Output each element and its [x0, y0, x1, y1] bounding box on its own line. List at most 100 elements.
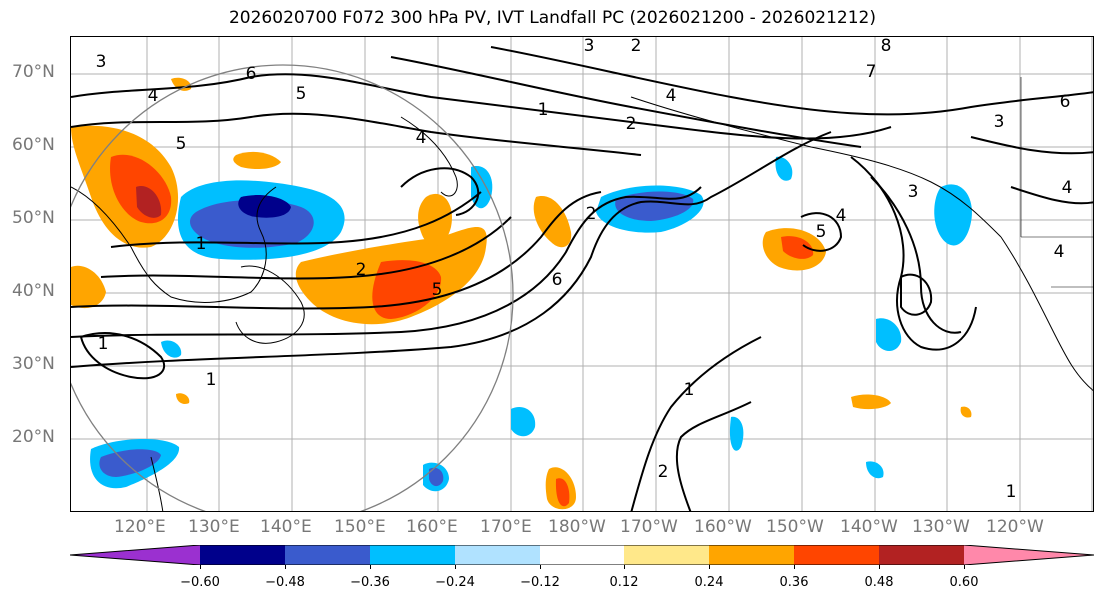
contour-ridge-2: [870, 176, 962, 334]
blue-core-west-pacific: [429, 467, 444, 487]
blue-region-north-pacific: [471, 166, 493, 209]
orange-region-east-small: [851, 394, 891, 410]
colorbar-tick-label: −0.24: [435, 575, 475, 590]
colorbar-segment: [285, 545, 370, 565]
contour-label: 1: [98, 334, 109, 354]
contour-label: 2: [586, 204, 597, 224]
blue-region-kuril: [775, 156, 793, 181]
red-region-south-pacific: [555, 478, 570, 507]
darkred-core-siberia: [136, 186, 162, 218]
contour-label: 4: [836, 206, 847, 226]
colorbar-segment: [70, 545, 200, 565]
red-region-gulf: [781, 236, 814, 259]
contour-label: 4: [666, 86, 677, 106]
contour-label: 2: [626, 114, 637, 134]
coast-asia: [71, 186, 277, 303]
colorbar-segment: [200, 545, 285, 565]
lat-label: 60°N: [12, 135, 55, 155]
contour-label: 5: [296, 84, 307, 104]
blue-region-east-small: [866, 461, 884, 479]
colorbar-tick-label: −0.60: [180, 575, 220, 590]
contour-low-west: [80, 332, 166, 380]
orange-region-east-tiny: [960, 406, 972, 418]
lon-label: 180°W: [548, 517, 606, 537]
radius-circle: [71, 64, 514, 511]
blue-region-ca: [876, 318, 902, 352]
orange-region-west-edge: [71, 265, 106, 309]
lon-label: 170°W: [620, 517, 678, 537]
contour-label: 6: [1060, 92, 1071, 112]
contour-north-3: [390, 56, 862, 148]
lat-label: 40°N: [12, 281, 55, 301]
colorbar-tick-label: −0.48: [265, 575, 305, 590]
contour-north-2: [71, 112, 642, 156]
colorbar-tick-label: −0.12: [520, 575, 560, 590]
contour-labels: 3 2 3 8 6 7 4 5 1 2 4 6 3 5 4 1 2 5 6 4: [96, 37, 1073, 502]
contour-ridge: [850, 156, 977, 351]
contour-label: 3: [96, 52, 107, 72]
coast-japan: [235, 265, 305, 344]
contour-label: 3: [994, 112, 1005, 132]
contour-north-1: [71, 73, 892, 140]
contour-label: 7: [866, 62, 877, 82]
contour-label: 1: [538, 100, 549, 120]
colorbar-tick-label: 0.48: [864, 575, 894, 590]
red-region-main-jet: [372, 260, 442, 319]
contour-east-1: [970, 136, 1093, 155]
blue-region-hawaii: [729, 416, 744, 451]
contour-jet-1: [71, 131, 832, 368]
blue-region-bc: [934, 184, 972, 246]
lat-label: 70°N: [12, 62, 55, 82]
orange-region-okhotsk: [233, 151, 281, 170]
contour-label: 4: [148, 86, 159, 106]
contour-label: 1: [206, 370, 217, 390]
contour-label: 3: [908, 182, 919, 202]
graticule: [71, 37, 1093, 511]
contour-loop-gulf: [800, 212, 843, 252]
contour-jet-5: [110, 191, 482, 248]
filled-regions: [71, 77, 972, 510]
contour-label: 5: [816, 222, 827, 242]
colorbar-segment: [709, 545, 794, 565]
lon-label: 170°E: [480, 517, 532, 537]
map-svg: 3 2 3 8 6 7 4 5 1 2 4 6 3 5 4 1 2 5 6 4: [71, 37, 1093, 511]
contour-north-4: [490, 46, 1093, 116]
colorbar-tick-label: 0.60: [949, 575, 979, 590]
colorbar-segment: [540, 545, 624, 565]
lon-label: 120°W: [986, 517, 1044, 537]
lat-label: 20°N: [12, 427, 55, 447]
contour-label: 4: [1062, 178, 1073, 198]
contour-label: 2: [658, 462, 669, 482]
colorbar-tick-label: 0.24: [694, 575, 724, 590]
lon-label: 140°E: [260, 517, 312, 537]
contour-trough-south: [630, 336, 762, 511]
contour-label: 6: [552, 270, 563, 290]
lon-label: 130°W: [912, 517, 970, 537]
colorbar-tick-label: 0.36: [779, 575, 809, 590]
lon-label: 140°W: [840, 517, 898, 537]
contour-label: 8: [881, 37, 892, 56]
borders: [1020, 77, 1093, 288]
contour-jet-3: [71, 191, 602, 310]
contour-label: 5: [176, 134, 187, 154]
darkblue-core-japan-north: [238, 195, 291, 218]
contour-label: 2: [356, 260, 367, 280]
colorbar-segment: [455, 545, 540, 565]
lat-label: 50°N: [12, 208, 55, 228]
coast-philippines: [150, 456, 164, 511]
contour-label: 4: [416, 128, 427, 148]
contour-loop-pacific: [400, 167, 480, 216]
lon-label: 160°E: [406, 517, 458, 537]
blue-core-taiwan: [99, 449, 161, 477]
lon-label: 160°W: [694, 517, 752, 537]
colorbar-segment: [624, 545, 709, 565]
contour-east-2: [1010, 186, 1093, 205]
coast-na-west: [1000, 236, 1093, 391]
lon-label: 120°E: [114, 517, 166, 537]
pv-contours: [71, 46, 1093, 511]
contour-trough-south-2: [675, 401, 752, 511]
colorbar-tick-label: −0.36: [350, 575, 390, 590]
colorbar-segment: [964, 545, 1094, 565]
lon-label: 130°E: [188, 517, 240, 537]
